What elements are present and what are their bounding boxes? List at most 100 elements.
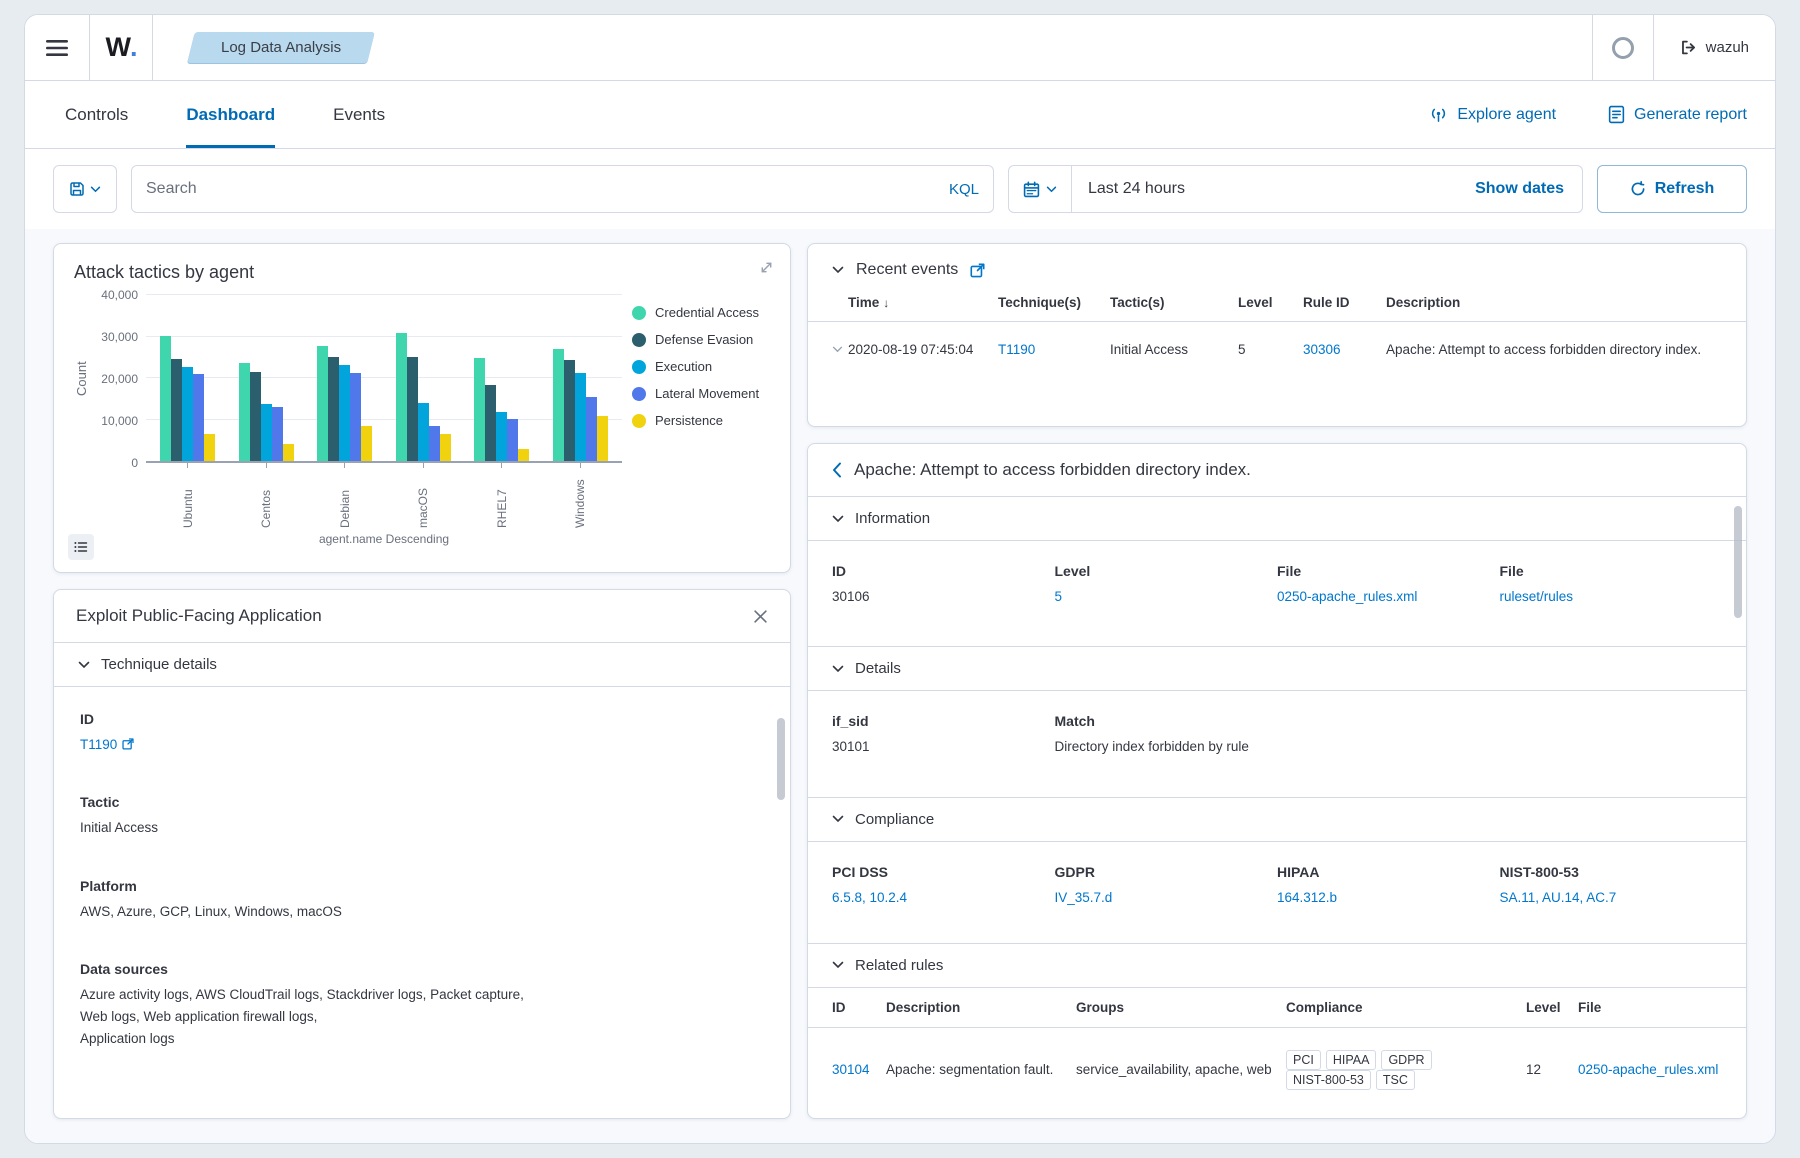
bar[interactable] (317, 346, 328, 461)
field-value-link[interactable]: 164.312.b (1277, 890, 1337, 905)
column-header-tactic-s-[interactable]: Tactic(s) (1110, 295, 1238, 310)
field-value-link[interactable]: T1190 (80, 737, 117, 752)
bar[interactable] (474, 358, 485, 461)
bar[interactable] (204, 434, 215, 461)
close-icon[interactable] (753, 609, 768, 624)
status-ring-icon[interactable] (1593, 15, 1653, 80)
bar[interactable] (171, 359, 182, 461)
external-link-icon[interactable] (122, 738, 134, 750)
logout-button[interactable]: wazuh (1654, 15, 1775, 80)
scrollbar-thumb[interactable] (1734, 506, 1742, 618)
chevron-down-icon[interactable] (832, 266, 844, 274)
y-axis-title: Count (74, 295, 94, 463)
event-rule-id[interactable]: 30306 (1303, 342, 1386, 357)
field-value-link[interactable]: 0250-apache_rules.xml (1277, 589, 1417, 604)
bar[interactable] (328, 357, 339, 461)
field: ID30106 (832, 563, 1055, 608)
bar[interactable] (261, 404, 272, 461)
scrollbar-thumb[interactable] (777, 718, 785, 800)
bar[interactable] (586, 397, 597, 461)
field-value-link[interactable]: 6.5.8, 10.2.4 (832, 890, 907, 905)
field-value: Initial Access (80, 817, 700, 839)
bar[interactable] (339, 365, 350, 461)
bar[interactable] (407, 357, 418, 461)
compliance-fields: PCI DSS6.5.8, 10.2.4GDPRIV_35.7.dHIPAA16… (808, 842, 1746, 943)
tab-controls[interactable]: Controls (65, 81, 128, 148)
bar[interactable] (350, 373, 361, 461)
field-value-line: Application logs (80, 1028, 700, 1050)
related-rules-section-toggle[interactable]: Related rules (808, 943, 1746, 988)
field: NIST-800-53SA.11, AU.14, AC.7 (1500, 864, 1723, 909)
field-label: if_sid (832, 713, 1055, 729)
legend-toggle-icon[interactable] (68, 534, 94, 560)
field-value: 30101 (832, 736, 1055, 758)
bar[interactable] (160, 336, 171, 461)
open-external-icon[interactable] (970, 263, 985, 278)
legend-item[interactable]: Defense Evasion (632, 332, 770, 347)
field-value-link[interactable]: SA.11, AU.14, AC.7 (1500, 890, 1617, 905)
information-section-toggle[interactable]: Information (808, 497, 1746, 541)
field-value: AWS, Azure, GCP, Linux, Windows, macOS (80, 901, 700, 923)
refresh-button[interactable]: Refresh (1597, 165, 1747, 213)
column-header-level[interactable]: Level (1238, 295, 1303, 310)
expand-icon[interactable] (759, 260, 774, 275)
chevron-down-icon (832, 665, 844, 673)
bar[interactable] (518, 449, 529, 461)
table-row[interactable]: 30104Apache: segmentation fault.service_… (808, 1028, 1746, 1112)
show-dates-button[interactable]: Show dates (1475, 180, 1582, 198)
saved-queries-button[interactable] (53, 165, 117, 213)
search-input[interactable] (146, 180, 937, 198)
bar[interactable] (496, 412, 507, 461)
bar[interactable] (418, 403, 429, 461)
menu-hamburger-icon[interactable] (25, 15, 89, 80)
event-technique[interactable]: T1190 (998, 342, 1110, 357)
bar[interactable] (283, 444, 294, 461)
column-header-time[interactable]: Time↓ (848, 295, 998, 310)
bar[interactable] (272, 407, 283, 461)
bar-group-ubuntu (160, 295, 215, 461)
tabs-bar: Controls Dashboard Events Explore agent … (25, 81, 1775, 149)
technique-details-section-toggle[interactable]: Technique details (54, 643, 790, 687)
bar[interactable] (250, 372, 261, 461)
time-range-value[interactable]: Last 24 hours (1072, 180, 1475, 198)
legend-item[interactable]: Credential Access (632, 305, 770, 320)
field-value-link[interactable]: IV_35.7.d (1055, 890, 1113, 905)
legend-item[interactable]: Persistence (632, 413, 770, 428)
breadcrumb[interactable]: Log Data Analysis (187, 32, 375, 63)
generate-report-button[interactable]: Generate report (1608, 105, 1747, 124)
bar[interactable] (193, 374, 204, 461)
table-row[interactable]: 2020-08-19 07:45:04T1190Initial Access53… (808, 322, 1746, 375)
field-value-link[interactable]: ruleset/rules (1500, 589, 1574, 604)
field-value-link[interactable]: 5 (1055, 589, 1063, 604)
explore-agent-button[interactable]: Explore agent (1429, 106, 1556, 124)
bar[interactable] (553, 349, 564, 461)
column-header-technique-s-[interactable]: Technique(s) (998, 295, 1110, 310)
bar[interactable] (361, 426, 372, 461)
wazuh-logo[interactable]: W. (90, 15, 152, 80)
column-header-rule-id[interactable]: Rule ID (1303, 295, 1386, 310)
bar[interactable] (564, 360, 575, 461)
bar[interactable] (507, 419, 518, 461)
bar[interactable] (440, 434, 451, 461)
calendar-menu-button[interactable] (1009, 166, 1072, 212)
bar[interactable] (575, 373, 586, 461)
bar[interactable] (396, 333, 407, 461)
bar[interactable] (182, 367, 193, 461)
tab-dashboard[interactable]: Dashboard (186, 81, 275, 148)
column-header-description[interactable]: Description (1386, 295, 1722, 310)
back-chevron-icon[interactable] (832, 462, 842, 478)
kql-button[interactable]: KQL (937, 181, 979, 198)
bar[interactable] (597, 416, 608, 461)
details-section-toggle[interactable]: Details (808, 646, 1746, 691)
rule-file-link[interactable]: 0250-apache_rules.xml (1578, 1062, 1722, 1077)
compliance-section-toggle[interactable]: Compliance (808, 797, 1746, 842)
bar[interactable] (429, 426, 440, 461)
x-category: Centos (239, 463, 294, 528)
bar[interactable] (485, 385, 496, 461)
tab-events[interactable]: Events (333, 81, 385, 148)
bar[interactable] (239, 363, 250, 461)
legend-item[interactable]: Lateral Movement (632, 386, 770, 401)
row-expand-chevron-icon[interactable] (832, 346, 848, 353)
rule-id-link[interactable]: 30104 (832, 1062, 886, 1077)
legend-item[interactable]: Execution (632, 359, 770, 374)
